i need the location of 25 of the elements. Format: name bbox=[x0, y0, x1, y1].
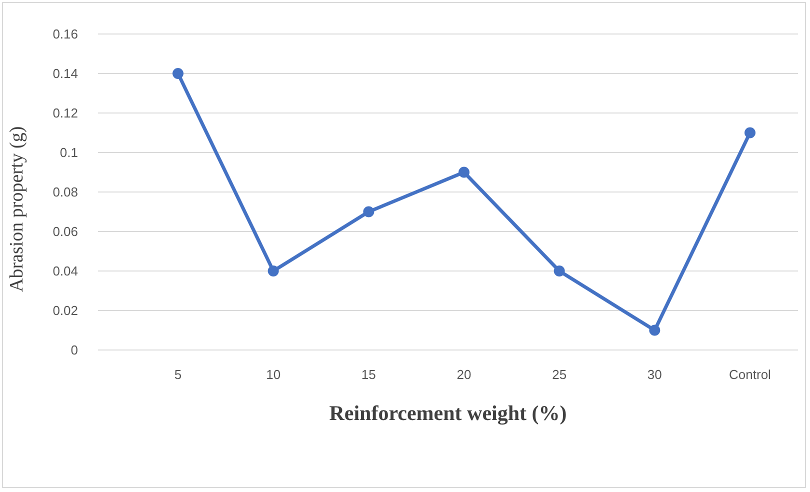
y-tick-label: 0.04 bbox=[52, 264, 78, 279]
y-tick-label: 0.16 bbox=[52, 26, 78, 42]
x-tick-label: 15 bbox=[361, 367, 376, 382]
point bbox=[554, 266, 565, 276]
x-tick-label: 10 bbox=[266, 367, 281, 382]
x-tick-label: 25 bbox=[552, 367, 567, 382]
y-tick-label: 0.06 bbox=[52, 224, 78, 240]
y-tick-label: 0.12 bbox=[52, 106, 78, 121]
x-axis-title: Reinforcement weight (%) bbox=[329, 401, 567, 425]
y-tick-label: 0 bbox=[70, 342, 78, 358]
y-tick-label: 0.08 bbox=[52, 184, 78, 200]
x-tick-label: 30 bbox=[647, 367, 662, 382]
x-tick-label: 20 bbox=[456, 367, 472, 382]
point bbox=[268, 266, 279, 276]
x-tick-label: 5 bbox=[174, 367, 182, 382]
point bbox=[744, 127, 756, 138]
y-tick-label: 0.02 bbox=[52, 303, 78, 318]
y-tick-label: 0.1 bbox=[60, 145, 78, 160]
point bbox=[458, 166, 470, 178]
y-tick-label: 0.14 bbox=[52, 66, 78, 82]
y-axis-title: Abrasion property (g) bbox=[6, 126, 28, 292]
point bbox=[363, 206, 374, 218]
point bbox=[172, 68, 184, 79]
x-tick-label: Control bbox=[729, 367, 772, 382]
point bbox=[649, 324, 660, 336]
